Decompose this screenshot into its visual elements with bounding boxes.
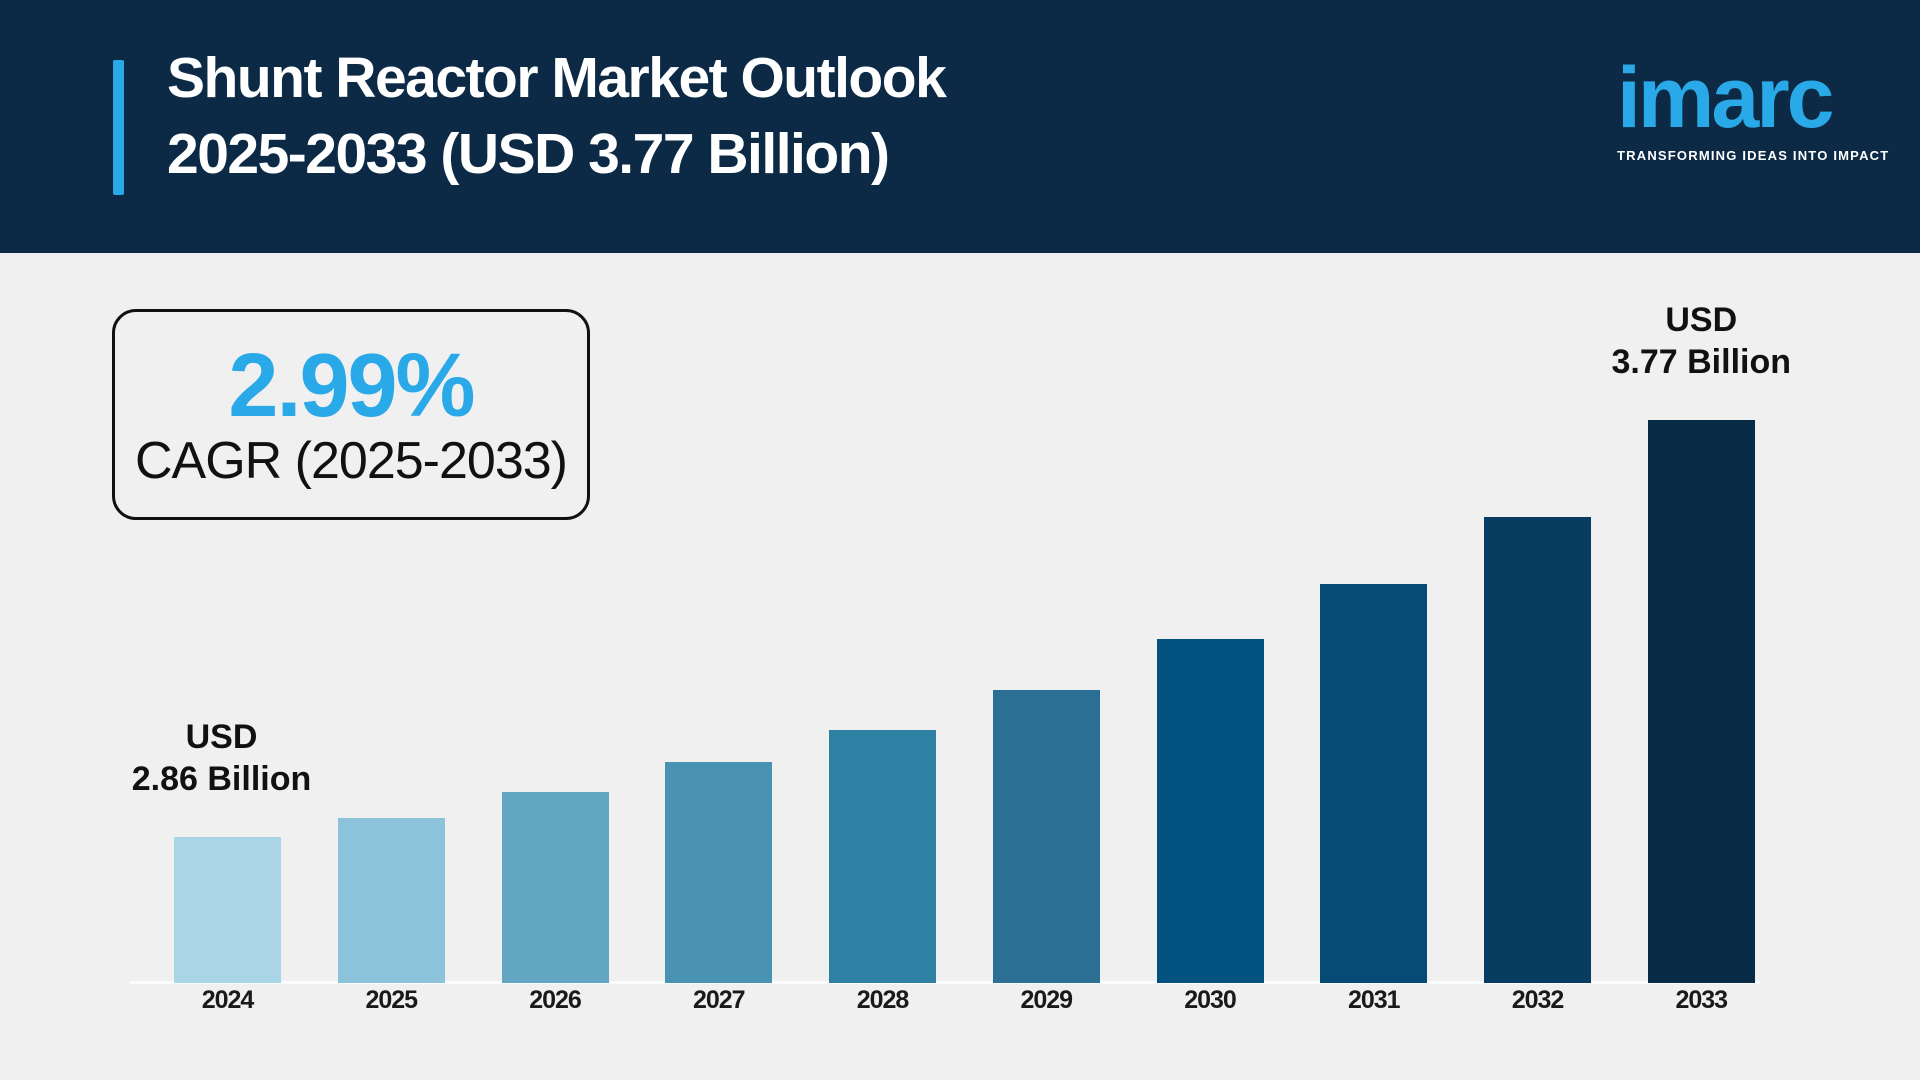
x-tick-label-2031: 2031: [1347, 986, 1401, 1014]
x-tick-label-2033: 2033: [1675, 986, 1728, 1014]
bar-2031: [1320, 584, 1428, 983]
header-banner: Shunt Reactor Market Outlook 2025-2033 (…: [0, 0, 1920, 253]
value-label-2024: USD 2.86 Billion: [131, 718, 312, 798]
bar-2029: [992, 690, 1100, 983]
cagr-value: 2.99%: [228, 335, 475, 436]
bar-2028: [829, 730, 936, 983]
imarc-logo-tagline: TRANSFORMING IDEAS INTO IMPACT: [1617, 148, 1890, 163]
imarc-wordmark: imarc: [1617, 50, 1835, 146]
x-tick-label-2025: 2025: [365, 986, 418, 1014]
x-tick-label-2032: 2032: [1511, 986, 1565, 1014]
bar-2025: [337, 818, 445, 983]
bar-2026: [501, 792, 609, 983]
value-label-2033: USD 3.77 Billion: [1611, 301, 1792, 381]
bar-2032: [1484, 517, 1591, 983]
bar-2033: [1647, 420, 1755, 983]
x-tick-label-2028: 2028: [856, 986, 910, 1014]
bar-2030: [1156, 639, 1264, 983]
page-title-line1: Shunt Reactor Market Outlook: [167, 46, 947, 110]
imarc-logo: imarc TRANSFORMING IDEAS INTO IMPACT: [1617, 50, 1890, 163]
cagr-box: 2.99% CAGR (2025-2033): [112, 309, 590, 520]
title-accent-bar: [113, 60, 124, 195]
x-axis-line: [130, 981, 1760, 984]
x-tick-label-2029: 2029: [1020, 986, 1073, 1014]
x-tick-label-2030: 2030: [1184, 986, 1237, 1014]
x-tick-label-2024: 2024: [201, 986, 255, 1014]
page-title: Shunt Reactor Market Outlook 2025-2033 (…: [167, 40, 947, 192]
cagr-label: CAGR (2025-2033): [135, 431, 568, 490]
bar-2027: [665, 762, 773, 983]
x-tick-label-2026: 2026: [529, 986, 582, 1014]
bar-2024: [174, 837, 281, 983]
page-title-line2: 2025-2033 (USD 3.77 Billion): [167, 122, 890, 186]
x-tick-label-2027: 2027: [692, 986, 746, 1014]
